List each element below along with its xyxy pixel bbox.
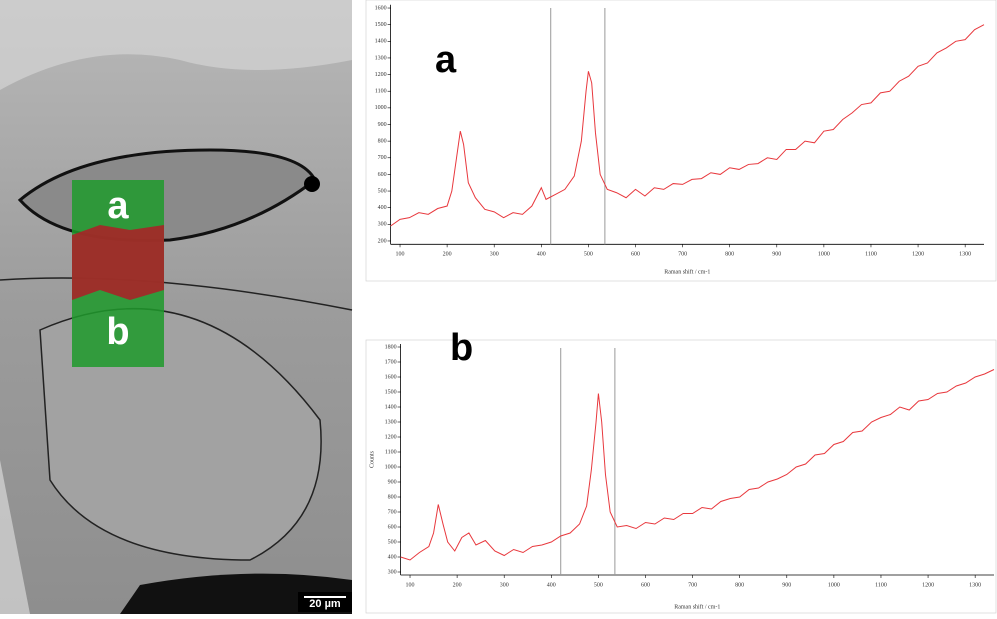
y-tick-label: 1000: [385, 464, 397, 470]
x-tick-label: 400: [537, 252, 546, 258]
spectrum: [400, 369, 995, 561]
x-tick-label: 1100: [875, 582, 887, 588]
y-tick-label: 1600: [375, 5, 387, 11]
y-tick-label: 500: [388, 539, 397, 545]
x-tick-label: 300: [490, 252, 499, 258]
y-tick-label: 600: [388, 524, 397, 530]
y-tick-label: 1700: [385, 359, 397, 365]
x-tick-label: 200: [443, 252, 452, 258]
x-tick-label: 1000: [828, 582, 840, 588]
chart-frame: [365, 339, 997, 614]
y-tick-label: 500: [378, 188, 387, 194]
y-tick-label: 700: [378, 155, 387, 161]
x-axis-label: Raman shift / cm-1: [674, 603, 720, 610]
x-tick-label: 700: [688, 582, 697, 588]
x-tick-label: 300: [500, 582, 509, 588]
x-tick-label: 200: [453, 582, 462, 588]
x-tick-label: 1300: [959, 252, 971, 258]
y-tick-label: 400: [388, 554, 397, 560]
chart-frame: [365, 0, 997, 282]
x-tick-label: 100: [406, 582, 415, 588]
y-tick-label: 1100: [385, 449, 397, 455]
y-tick-label: 900: [388, 479, 397, 485]
chart-title: b: [450, 327, 473, 369]
y-tick-label: 700: [388, 509, 397, 515]
raman-map: [72, 180, 164, 367]
y-tick-label: 800: [388, 494, 397, 500]
x-tick-label: 500: [594, 582, 603, 588]
y-tick-label: 600: [378, 172, 387, 178]
y-tick-label: 1500: [385, 389, 397, 395]
x-tick-label: 600: [641, 582, 650, 588]
x-tick-label: 700: [678, 252, 687, 258]
x-tick-label: 1000: [818, 252, 830, 258]
y-tick-label: 400: [378, 205, 387, 211]
x-tick-label: 600: [631, 252, 640, 258]
y-tick-label: 300: [378, 222, 387, 228]
y-tick-label: 1200: [375, 72, 387, 78]
map-label: b: [106, 311, 129, 353]
y-tick-label: 1300: [385, 419, 397, 425]
x-tick-label: 900: [782, 582, 791, 588]
map-label: a: [107, 185, 129, 227]
y-tick-label: 1300: [375, 55, 387, 61]
spectrum: [390, 24, 985, 227]
y-tick-label: 1800: [385, 344, 397, 350]
y-tick-label: 1200: [385, 434, 397, 440]
y-tick-label: 1100: [375, 89, 387, 95]
x-tick-label: 800: [735, 582, 744, 588]
x-tick-label: 1300: [969, 582, 981, 588]
y-tick-label: 1600: [385, 374, 397, 380]
y-tick-label: 1000: [375, 105, 387, 111]
sem-image: [0, 0, 353, 614]
y-tick-label: 900: [378, 122, 387, 128]
x-axis-label: Raman shift / cm-1: [664, 268, 710, 275]
x-tick-label: 900: [772, 252, 781, 258]
y-tick-label: 300: [388, 569, 397, 575]
x-tick-label: 800: [725, 252, 734, 258]
y-axis-label: Counts: [369, 450, 375, 468]
y-tick-label: 800: [378, 139, 387, 145]
x-tick-label: 1100: [865, 252, 877, 258]
x-tick-label: 100: [396, 252, 405, 258]
y-tick-label: 1400: [385, 404, 397, 410]
x-tick-label: 400: [547, 582, 556, 588]
x-tick-label: 500: [584, 252, 593, 258]
x-tick-label: 1200: [912, 252, 924, 258]
y-tick-label: 1500: [375, 22, 387, 28]
y-tick-label: 200: [378, 238, 387, 244]
x-tick-label: 1200: [922, 582, 934, 588]
y-tick-label: 1400: [375, 39, 387, 45]
scale-bar-label: 20 µm: [309, 598, 341, 610]
chart-title: a: [435, 39, 457, 81]
